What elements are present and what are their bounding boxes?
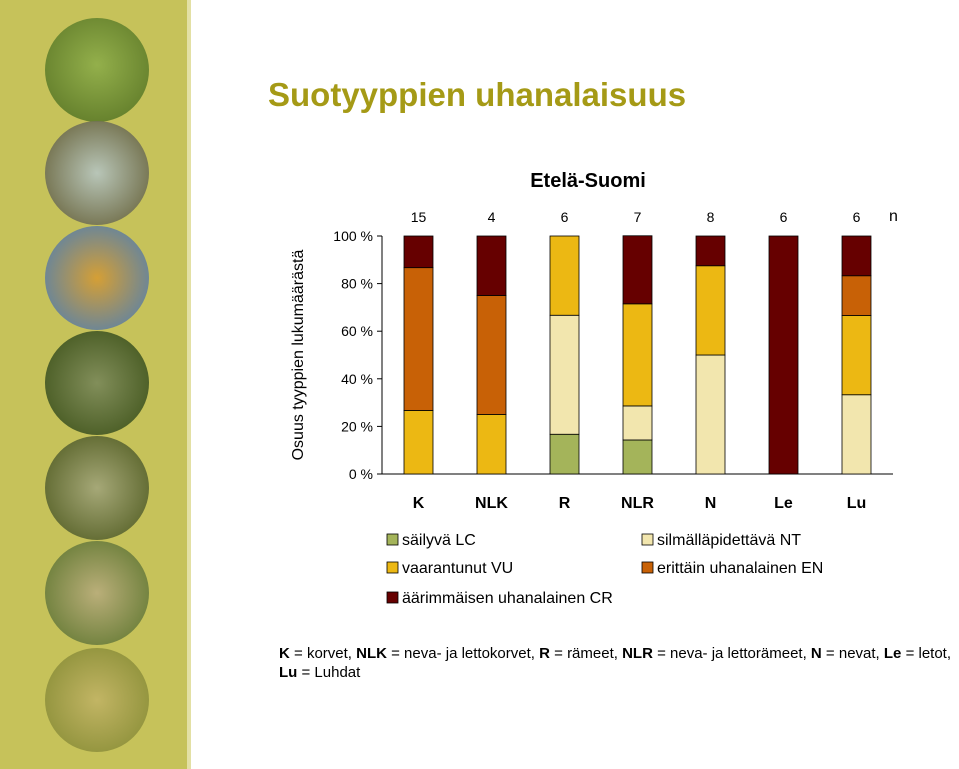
bar-N-1 — [695, 354, 726, 475]
bar-Lu-3 — [841, 275, 872, 316]
footnote-abbr: Lu — [279, 664, 298, 681]
y-tick-label: 40 % — [341, 371, 373, 387]
bar-R-1 — [549, 314, 580, 435]
footnote-text: = neva- ja lettokorvet, — [386, 645, 540, 662]
grass-photo — [45, 18, 149, 122]
legend-label: äärimmäisen uhanalainen CR — [402, 590, 613, 607]
footnote-text: = rämeet, — [549, 645, 623, 662]
bar-Lu-2 — [841, 315, 872, 396]
legend-swatch — [386, 591, 399, 604]
x-tick-label: NLK — [475, 495, 508, 512]
boulder-forest-photo — [45, 436, 149, 540]
x-tick-label: R — [559, 495, 571, 512]
y-tick-label: 0 % — [349, 466, 373, 482]
bars — [403, 235, 872, 475]
bar-NLK-2 — [476, 414, 507, 475]
bar-Lu-1 — [841, 394, 872, 475]
legend-swatch — [641, 561, 654, 574]
footnote-text: = nevat, — [821, 645, 884, 662]
x-tick-label: N — [705, 495, 717, 512]
n-count-label: 6 — [853, 209, 861, 225]
n-count-label: 7 — [634, 209, 642, 225]
legend-swatch — [641, 533, 654, 546]
photo-sidebar — [0, 0, 191, 769]
bar-NLR-4 — [622, 235, 653, 305]
rocky-shore-photo — [45, 121, 149, 225]
n-count-label: 15 — [411, 209, 427, 225]
legend-label: vaarantunut VU — [402, 560, 513, 577]
footnote-abbr: NLK — [356, 645, 387, 662]
footnote-text: = letot, — [901, 645, 952, 662]
labels: K 15 NLK 4 R 6 NLR 7 N 8 Le 6 Lu 6 — [411, 209, 867, 512]
axes: 0 % 20 % 40 % 60 % 80 % 100 % — [333, 228, 893, 482]
bar-R-2 — [549, 235, 580, 316]
legend-label: erittäin uhanalainen EN — [657, 560, 823, 577]
page-title: Suotyyppien uhanalaisuus — [268, 76, 687, 113]
legend-label: silmälläpidettävä NT — [657, 532, 801, 549]
bar-K-3 — [403, 267, 434, 411]
legend-label: säilyvä LC — [402, 532, 476, 549]
footnote-abbr: R — [539, 645, 550, 662]
n-count-label: 4 — [488, 209, 496, 225]
bar-NLK-3 — [476, 295, 507, 415]
footnote-abbr: NLR — [622, 645, 653, 662]
n-count-label: 8 — [707, 209, 715, 225]
n-label: n — [889, 208, 898, 225]
open-mire-photo — [45, 648, 149, 752]
footnote-text: = Luhdat — [297, 664, 361, 681]
footnote: K = korvet, NLK = neva- ja lettokorvet, … — [279, 644, 954, 682]
bar-N-4 — [695, 235, 726, 267]
y-tick-label: 100 % — [333, 228, 373, 244]
chart: Etelä-Suomi Osuus tyyppien lukumäärästä … — [290, 170, 898, 607]
bar-N-2 — [695, 265, 726, 356]
bar-NLK-4 — [476, 235, 507, 296]
water-pools-photo — [45, 226, 149, 330]
x-tick-label: NLR — [621, 495, 654, 512]
cabin-meadow-photo — [45, 541, 149, 645]
bar-Lu-4 — [841, 235, 872, 277]
bar-R-0 — [549, 433, 580, 475]
legend-swatch — [386, 533, 399, 546]
y-axis-label: Osuus tyyppien lukumäärästä — [290, 250, 307, 461]
footnote-text: = korvet, — [289, 645, 357, 662]
photo-strip — [45, 18, 149, 752]
n-count-label: 6 — [780, 209, 788, 225]
bar-NLR-2 — [622, 303, 653, 407]
bar-K-4 — [403, 235, 434, 269]
footnote-text: = neva- ja lettorämeet, — [652, 645, 811, 662]
bar-K-2 — [403, 410, 434, 475]
chart-title: Etelä-Suomi — [530, 170, 646, 192]
bar-NLR-1 — [622, 405, 653, 441]
x-tick-label: Lu — [847, 495, 867, 512]
legend-swatch — [386, 561, 399, 574]
x-tick-label: K — [413, 495, 425, 512]
x-tick-label: Le — [774, 495, 793, 512]
y-tick-label: 60 % — [341, 323, 373, 339]
legend: säilyvä LC silmälläpidettävä NT vaarantunu… — [386, 532, 823, 607]
bar-NLR-0 — [622, 439, 653, 475]
y-tick-label: 80 % — [341, 276, 373, 292]
bar-Le-4 — [768, 235, 799, 475]
pine-forest-photo — [45, 331, 149, 435]
n-count-label: 6 — [561, 209, 569, 225]
y-tick-label: 20 % — [341, 418, 373, 434]
footnote-abbr: Le — [883, 645, 902, 662]
footnote-abbr: N — [810, 645, 822, 662]
footnote-abbr: K — [279, 645, 290, 662]
